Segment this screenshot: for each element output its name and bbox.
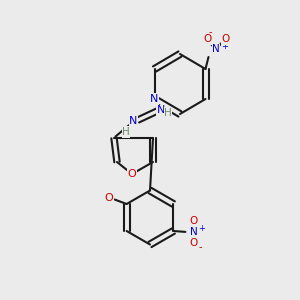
Text: +: + xyxy=(198,224,205,233)
Text: O: O xyxy=(128,169,136,179)
Text: N: N xyxy=(150,94,159,104)
Text: N: N xyxy=(157,105,165,115)
Text: +: + xyxy=(221,42,227,51)
Text: N: N xyxy=(190,227,197,237)
Text: O: O xyxy=(189,238,198,248)
Text: O: O xyxy=(203,34,211,44)
Text: N: N xyxy=(212,44,220,55)
Text: N: N xyxy=(129,116,138,127)
Text: O: O xyxy=(189,216,198,226)
Text: -: - xyxy=(198,242,202,252)
Text: O: O xyxy=(104,193,113,203)
Text: H: H xyxy=(122,127,130,137)
Text: O: O xyxy=(222,34,230,44)
Text: -: - xyxy=(208,27,212,38)
Text: H: H xyxy=(164,107,172,118)
